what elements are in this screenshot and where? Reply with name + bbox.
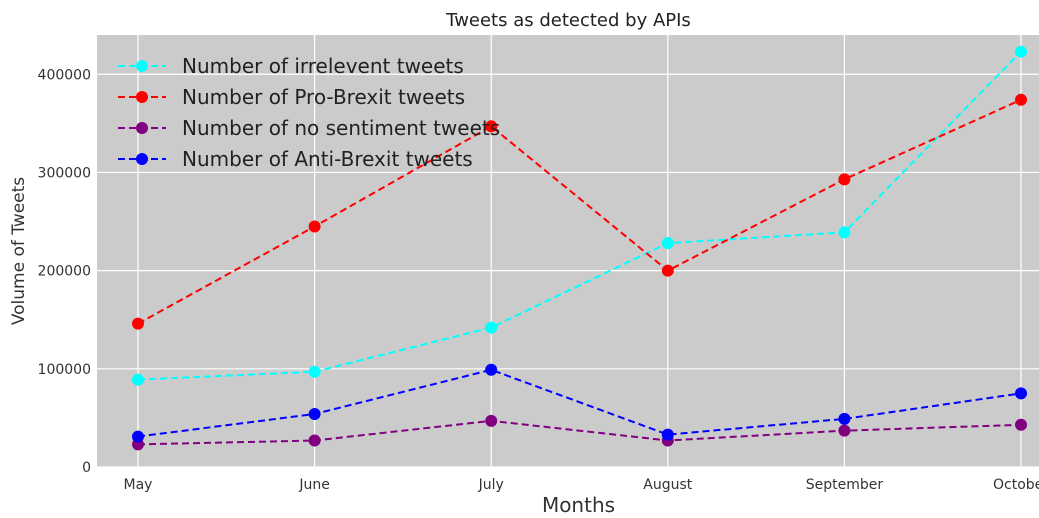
legend-marker [136,91,148,103]
x-tick-label: May [124,477,153,493]
y-tick-label: 0 [82,460,91,476]
data-point [661,264,674,277]
series-group [132,363,1027,443]
legend-marker [136,153,148,165]
data-point [485,321,498,334]
x-tick-label: October [993,477,1039,493]
legend-marker [136,60,148,72]
legend-label: Number of Anti-Brexit tweets [182,147,473,171]
legend-label: Number of Pro-Brexit tweets [182,85,465,109]
x-tick-label: July [478,477,504,493]
legend-label: Number of irrelevent tweets [182,54,464,78]
data-point [308,434,321,447]
series-group [132,45,1027,386]
data-point [485,414,498,427]
series-line [137,368,1022,438]
data-point [308,220,321,233]
series-line [137,419,1022,446]
data-point [838,173,851,186]
data-point [132,430,144,443]
data-point [838,412,851,425]
data-point [132,373,144,386]
data-point [661,428,674,441]
data-point [485,120,498,133]
y-axis-title: Volume of Tweets [9,177,29,325]
series-group [132,93,1027,330]
data-point [661,237,674,250]
data-point [1015,418,1027,431]
series-lines [132,45,1027,451]
x-axis-title: Months [542,493,615,517]
legend: Number of irrelevent tweets Number of Pro… [118,54,500,171]
y-axis-ticks: 0 100000 200000 300000 400000 [38,67,91,476]
data-point [485,363,498,376]
chart-title: Tweets as detected by APIs [445,10,691,31]
data-point [1015,93,1027,106]
x-tick-label: September [806,477,884,493]
x-axis-ticks: May June July August September October [124,477,1039,493]
data-point [838,226,851,239]
y-tick-label: 200000 [38,264,91,280]
data-point [1015,387,1027,400]
y-tick-label: 100000 [38,362,91,378]
y-tick-label: 300000 [38,165,91,181]
data-point [1015,45,1027,58]
legend-label: Number of no sentiment tweets [182,116,500,140]
series-line [137,98,1022,325]
data-point [838,424,851,437]
x-tick-label: June [298,477,330,493]
data-point [308,407,321,420]
plot-background [97,35,1039,467]
data-point [132,317,144,330]
data-point [308,365,321,378]
y-tick-label: 400000 [38,67,91,83]
x-tick-label: August [643,477,693,493]
series-line [137,50,1022,381]
legend-marker [136,122,148,134]
